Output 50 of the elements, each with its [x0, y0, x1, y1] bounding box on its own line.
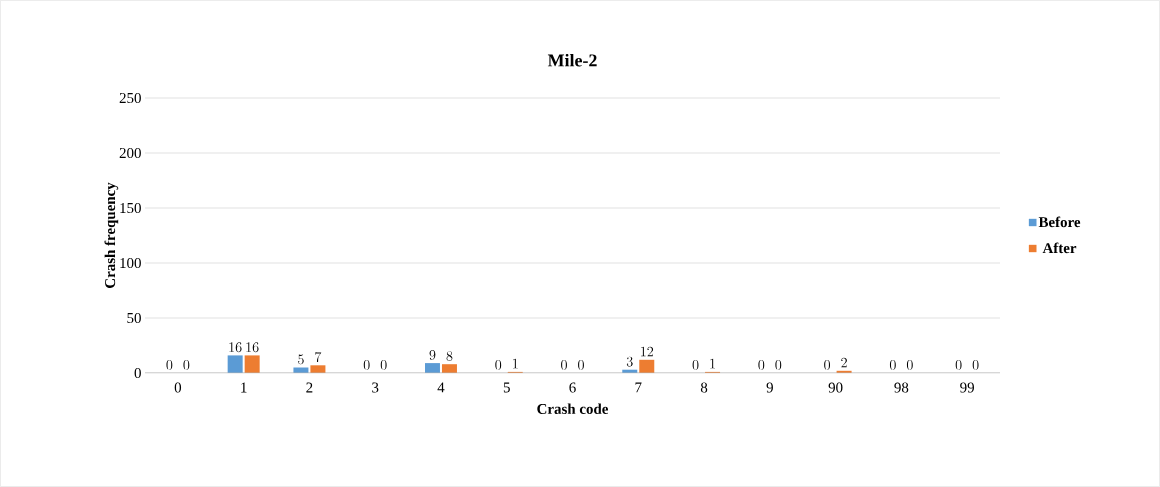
y-tick-label: 100	[120, 257, 141, 269]
x-tick-label: 5	[503, 382, 510, 393]
x-tick-label: 3	[372, 382, 379, 393]
data-label: 3	[626, 356, 633, 367]
x-tick-label: 99	[960, 382, 974, 393]
y-tick-label: 150	[120, 202, 141, 214]
legend-label: After	[1042, 242, 1077, 254]
data-label: 7	[315, 352, 322, 363]
data-label: 0	[183, 359, 190, 370]
data-label: 0	[578, 359, 584, 370]
x-tick-label: 98	[894, 382, 909, 393]
data-label: 8	[446, 351, 453, 361]
chart-title: Mile-2	[547, 53, 597, 67]
x-tick-label: 6	[569, 382, 576, 393]
y-axis-title: Crash frequency	[104, 182, 119, 288]
legend-label: Before	[1038, 216, 1081, 228]
y-tick-label: 200	[119, 147, 141, 159]
data-label: 1	[513, 358, 518, 369]
y-tick-label: 250	[119, 92, 141, 104]
data-label: 0	[955, 359, 962, 370]
x-tick-label: 90	[828, 382, 843, 393]
data-label: 0	[166, 359, 173, 370]
data-label: 0	[495, 359, 502, 370]
data-label: 0	[363, 359, 370, 370]
x-tick-label: 9	[766, 382, 773, 393]
data-label: 0	[889, 359, 896, 370]
x-tick-label: 7	[635, 382, 642, 393]
data-label: 12	[641, 346, 654, 357]
data-label: 0	[692, 359, 699, 370]
y-tick-label: 0	[134, 367, 141, 379]
x-tick-label: 2	[306, 382, 313, 393]
data-label: 0	[561, 359, 567, 370]
data-label: 0	[824, 359, 830, 370]
x-tick-label: 8	[700, 382, 708, 393]
data-label: 5	[298, 354, 304, 365]
data-label: 2	[841, 357, 847, 368]
x-tick-label: 1	[241, 382, 247, 393]
data-label: 1	[710, 358, 715, 369]
data-label: 0	[972, 359, 979, 370]
x-axis-title: Crash code	[537, 403, 609, 414]
data-label: 16	[229, 342, 242, 353]
data-label: 0	[380, 359, 387, 370]
data-label: 0	[758, 359, 765, 370]
data-label: 0	[906, 359, 913, 370]
data-label: 16	[246, 342, 259, 353]
x-tick-label: 4	[437, 382, 445, 393]
data-label: 0	[775, 359, 782, 370]
y-tick-label: 50	[127, 312, 141, 324]
x-tick-label: 0	[174, 382, 182, 393]
data-label: 9	[429, 350, 436, 360]
